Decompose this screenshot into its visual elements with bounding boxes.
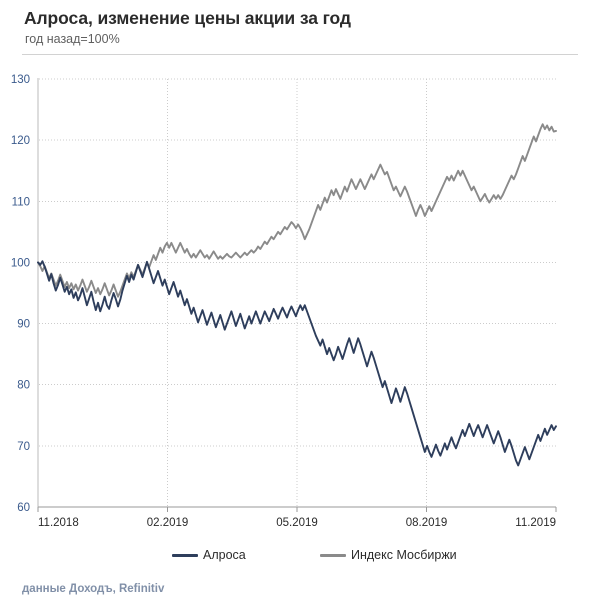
x-axis-tick-label: 11.2018 [38,517,79,529]
chart-legend: Алроса Индекс Мосбиржи [0,546,600,566]
y-axis-tick-label: 100 [11,257,30,269]
legend-item-alrosa[interactable]: Алроса [172,546,246,564]
legend-color-swatch-moex [320,553,346,557]
y-axis-tick-label: 120 [11,135,30,147]
legend-label-moex: Индекс Мосбиржи [351,548,457,562]
y-axis-tick-label: 60 [17,502,30,514]
y-axis-tick-label: 110 [12,196,30,208]
header-divider [22,54,578,55]
y-axis-tick-label: 70 [17,441,30,453]
x-axis-tick-label: 11.2019 [515,517,556,529]
y-axis-tick-label: 80 [17,380,30,392]
source-note: данные Доходъ, Refinitiv [22,583,165,595]
page-subtitle: год назад=100% [25,32,120,46]
y-axis-tick-label: 90 [17,319,30,331]
legend-label-alrosa: Алроса [203,548,246,562]
legend-color-swatch-alrosa [172,553,198,557]
x-axis-tick-label: 02.2019 [147,517,189,529]
page-title: Алроса, изменение цены акции за год [24,8,351,28]
y-axis-tick-label: 130 [11,74,30,86]
series-line-moex [37,123,557,298]
x-axis-tick-label: 05.2019 [276,517,318,529]
legend-item-moex[interactable]: Индекс Мосбиржи [320,546,457,564]
series-line-alrosa [37,260,557,467]
x-axis-tick-label: 08.2019 [406,517,448,529]
